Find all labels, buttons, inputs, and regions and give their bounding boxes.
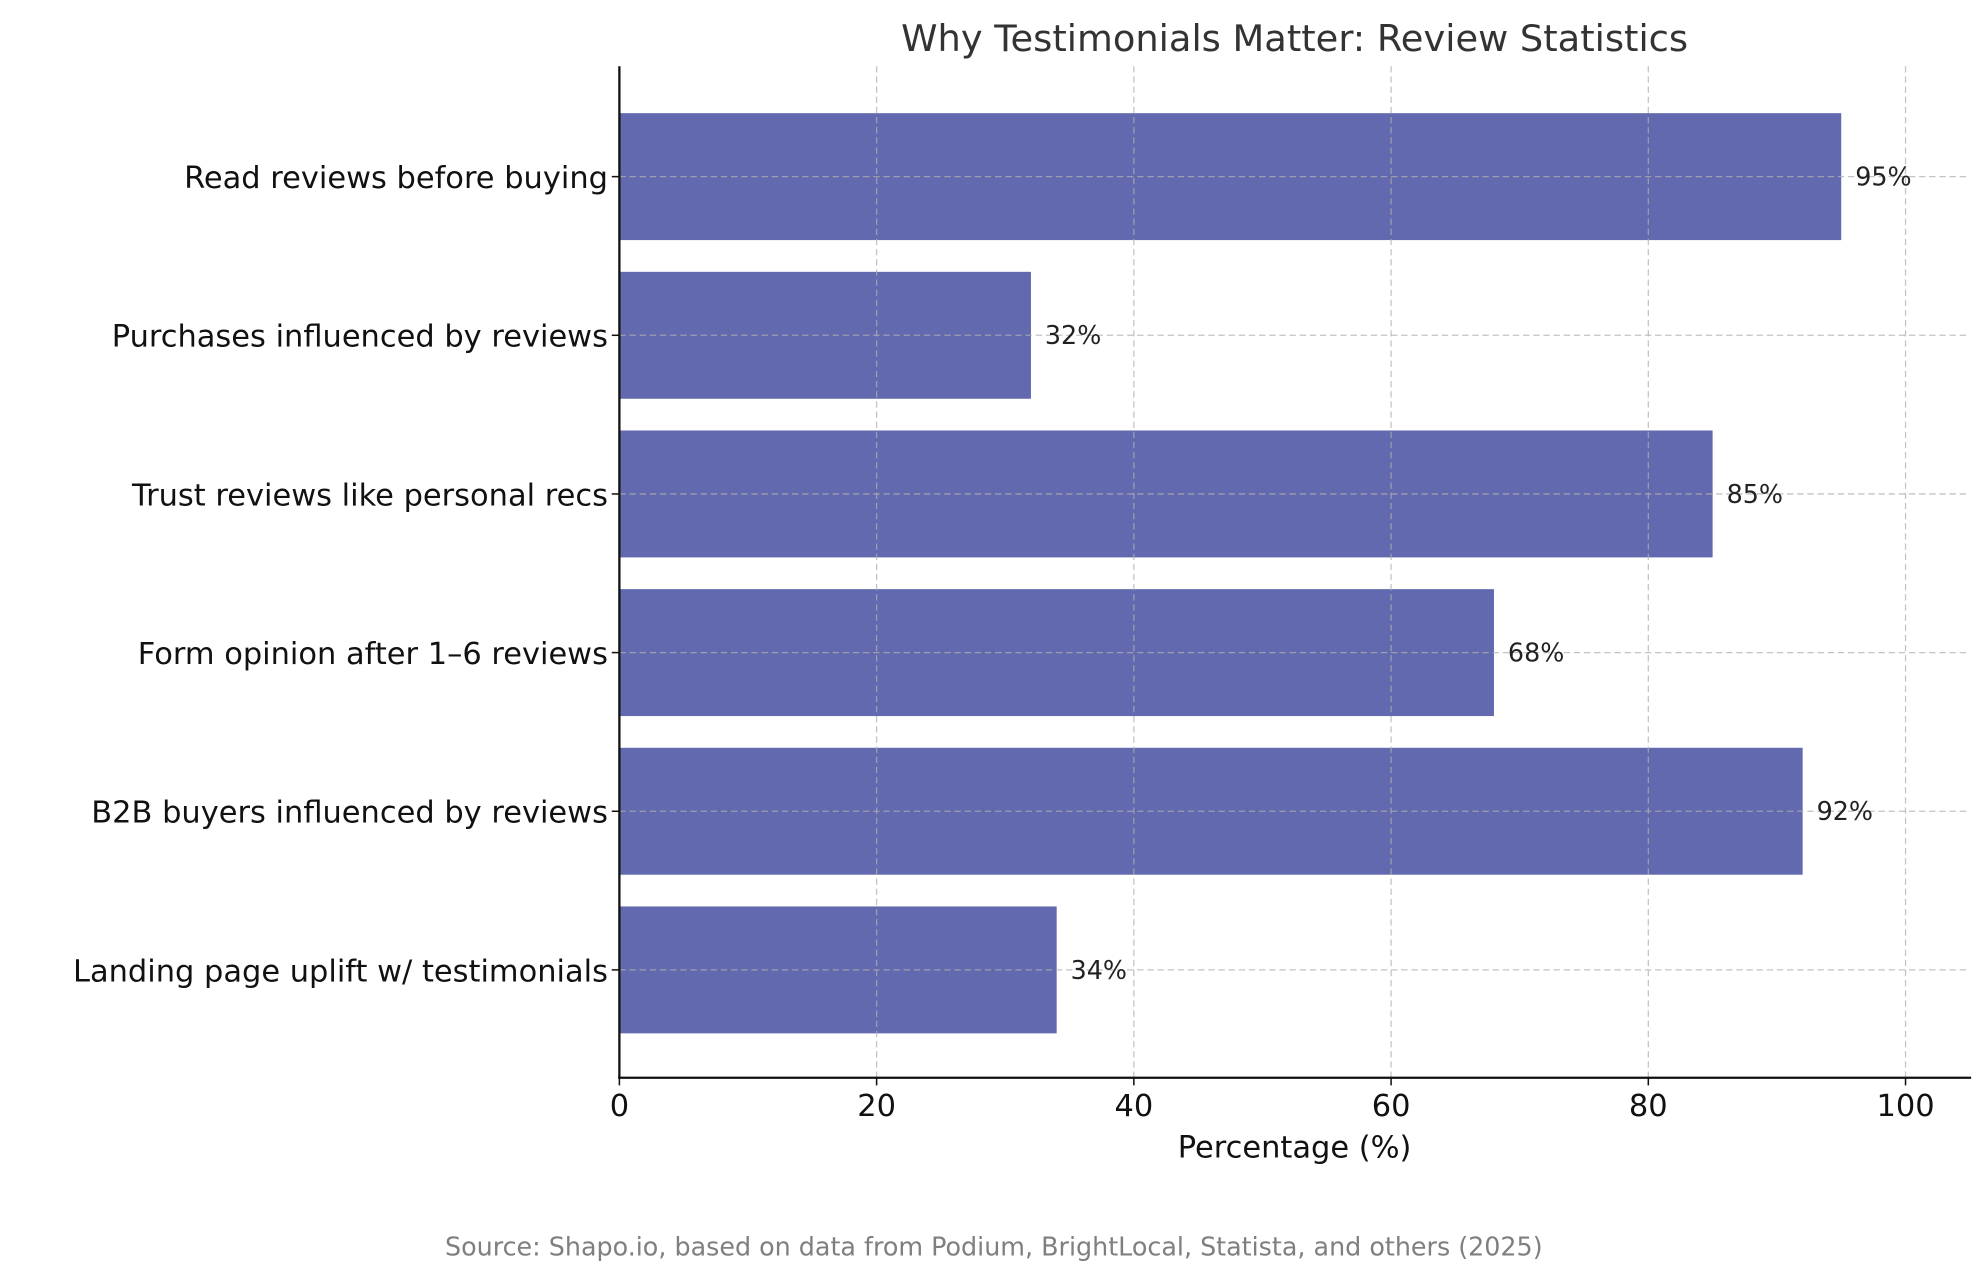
data-label: 34% xyxy=(1071,955,1127,985)
x-tick-label: 0 xyxy=(610,1089,629,1124)
x-tick-label: 60 xyxy=(1372,1089,1411,1124)
x-tick-label: 100 xyxy=(1876,1089,1934,1124)
y-tick-label: Read reviews before buying xyxy=(184,161,608,196)
x-axis-label: Percentage (%) xyxy=(1178,1131,1412,1166)
y-tick-label: Purchases influenced by reviews xyxy=(112,320,608,355)
chart-title: Why Testimonials Matter: Review Statisti… xyxy=(901,17,1688,60)
data-label: 32% xyxy=(1045,320,1101,350)
y-tick-label: Landing page uplift w/ testimonials xyxy=(73,954,608,989)
data-label: 85% xyxy=(1727,479,1783,509)
y-tick-label: B2B buyers influenced by reviews xyxy=(91,796,608,831)
y-tick-label: Trust reviews like personal recs xyxy=(131,478,608,513)
y-tick-label: Form opinion after 1–6 reviews xyxy=(138,637,608,672)
data-label: 92% xyxy=(1817,796,1873,826)
bar xyxy=(619,430,1713,558)
bars xyxy=(619,113,1842,1034)
x-tick-label: 20 xyxy=(857,1089,896,1124)
data-label: 68% xyxy=(1508,637,1564,667)
data-labels: 95% 32% 85% 68% 92% 34% xyxy=(1045,162,1912,985)
data-label: 95% xyxy=(1855,162,1911,192)
x-tick-label: 40 xyxy=(1114,1089,1153,1124)
footnote: Source: Shapo.io, based on data from Pod… xyxy=(445,1231,1543,1261)
x-ticks: 0 20 40 60 80 100 xyxy=(610,1077,1935,1124)
x-tick-label: 80 xyxy=(1629,1089,1668,1124)
y-tick-labels: Read reviews before buying Purchases infl… xyxy=(73,161,620,989)
